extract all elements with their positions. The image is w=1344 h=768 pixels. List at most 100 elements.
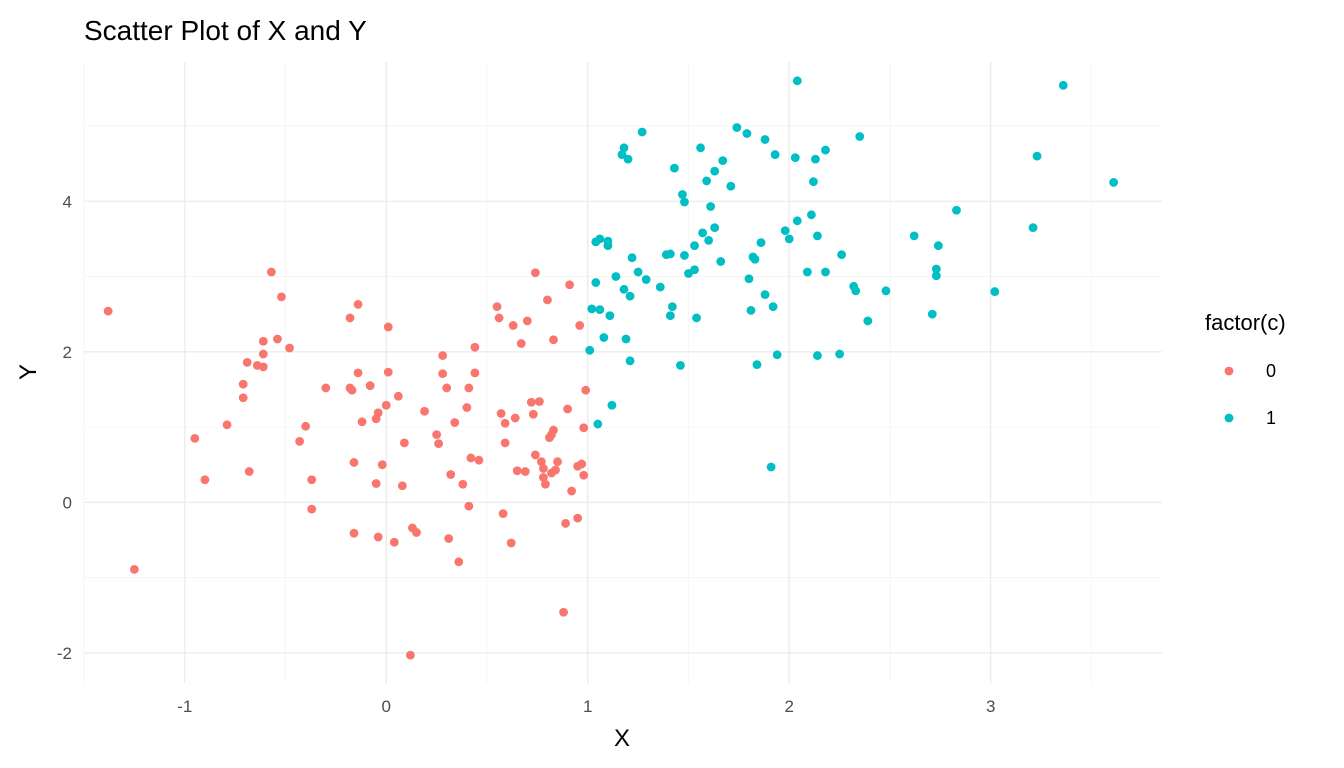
data-point-series-1: [599, 333, 609, 342]
data-point-series-1: [772, 350, 782, 360]
data-point-series-0: [577, 459, 587, 469]
data-point-series-1: [931, 271, 941, 281]
chart-title: Scatter Plot of X and Y: [84, 15, 367, 46]
data-point-series-1: [706, 202, 716, 211]
data-point-series-0: [222, 420, 232, 430]
data-point-series-0: [543, 295, 552, 305]
data-point-series-0: [295, 436, 304, 446]
data-point-series-0: [301, 421, 311, 431]
data-point-series-1: [760, 135, 770, 144]
data-point-series-0: [536, 457, 546, 467]
data-point-series-0: [307, 475, 317, 485]
data-point-series-0: [383, 322, 393, 332]
data-point-series-0: [373, 532, 383, 542]
data-point-series-1: [605, 311, 615, 321]
data-point-series-0: [559, 607, 568, 617]
legend-key-0: [1224, 366, 1234, 376]
data-point-series-1: [718, 156, 728, 166]
legend-items: 01: [1224, 361, 1276, 428]
data-point-series-1: [927, 309, 937, 319]
x-tick-label: 1: [583, 697, 592, 716]
data-point-series-1: [784, 234, 794, 244]
data-point-series-0: [373, 408, 383, 418]
data-point-series-0: [541, 479, 550, 489]
data-point-series-0: [567, 486, 577, 496]
data-point-series-0: [353, 368, 363, 378]
data-point-series-1: [710, 223, 720, 233]
data-point-series-1: [732, 123, 742, 132]
data-point-series-1: [667, 302, 677, 312]
data-point-series-0: [420, 406, 429, 416]
data-point-series-1: [750, 254, 760, 264]
data-point-series-1: [790, 153, 800, 162]
data-point-series-1: [690, 265, 699, 275]
data-point-series-0: [432, 430, 442, 439]
data-point-series-0: [520, 467, 530, 476]
data-point-series-1: [633, 267, 643, 277]
data-point-series-0: [347, 385, 357, 395]
data-point-series-0: [273, 334, 282, 344]
data-point-series-0: [512, 466, 522, 476]
data-point-series-0: [389, 537, 399, 547]
data-point-series-0: [526, 397, 536, 407]
data-point-series-0: [345, 313, 355, 323]
data-point-series-0: [494, 313, 504, 323]
data-point-series-0: [399, 438, 409, 448]
data-point-series-1: [637, 127, 647, 137]
data-point-series-0: [530, 268, 540, 278]
data-point-series-0: [349, 458, 359, 467]
data-point-series-0: [238, 393, 248, 403]
data-point-series-0: [534, 397, 544, 406]
data-point-series-1: [669, 163, 679, 173]
data-point-series-0: [506, 538, 516, 548]
data-point-series-0: [103, 306, 113, 316]
data-point-series-1: [625, 291, 635, 301]
x-tick-label: 3: [986, 697, 995, 716]
x-tick-label: 2: [784, 697, 793, 716]
data-point-series-1: [1109, 178, 1119, 187]
data-point-series-0: [516, 339, 526, 348]
x-tick-label: -1: [177, 697, 192, 716]
data-point-series-1: [593, 419, 603, 429]
data-point-series-0: [129, 564, 139, 574]
data-point-series-1: [665, 249, 675, 259]
data-point-series-0: [462, 403, 472, 412]
x-axis-title: X: [614, 725, 630, 752]
data-point-series-1: [595, 305, 605, 315]
data-point-series-1: [627, 253, 637, 263]
data-point-series-0: [530, 450, 540, 460]
data-point-series-1: [702, 176, 712, 186]
y-tick-label: 0: [63, 493, 72, 512]
data-point-series-1: [792, 216, 802, 226]
data-point-series-1: [591, 278, 601, 287]
data-point-series-0: [357, 417, 367, 427]
data-point-series-0: [434, 439, 444, 449]
data-point-series-1: [676, 360, 685, 370]
data-point-series-1: [766, 462, 776, 472]
data-point-series-0: [383, 367, 393, 377]
data-point-series-0: [258, 349, 268, 359]
data-point-series-0: [522, 316, 532, 326]
data-point-series-1: [1032, 151, 1042, 161]
data-point-series-1: [641, 275, 651, 284]
data-point-series-0: [581, 385, 591, 395]
data-point-series-1: [710, 166, 720, 176]
data-point-series-1: [952, 205, 961, 215]
data-point-series-0: [549, 425, 558, 435]
data-point-series-1: [813, 231, 822, 241]
data-point-series-1: [855, 132, 865, 141]
data-point-series-0: [539, 464, 548, 473]
data-point-series-0: [381, 400, 391, 410]
grid: [83, 62, 1162, 683]
data-point-series-1: [655, 282, 665, 292]
data-point-series-1: [851, 286, 861, 296]
data-point-series-1: [742, 129, 752, 138]
data-point-series-0: [442, 383, 452, 393]
data-point-series-1: [603, 241, 613, 251]
data-point-series-1: [665, 311, 675, 321]
data-point-series-1: [621, 334, 631, 344]
data-point-series-1: [881, 286, 891, 296]
data-point-series-0: [438, 351, 448, 360]
data-point-series-0: [500, 438, 510, 448]
data-point-series-1: [835, 349, 845, 359]
